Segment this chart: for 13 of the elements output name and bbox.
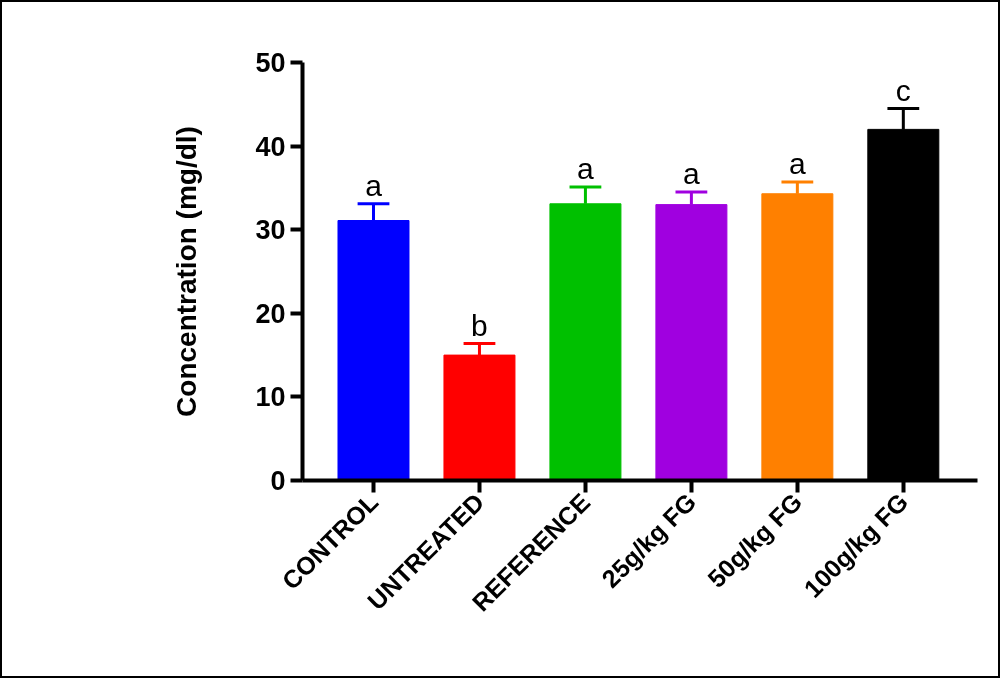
y-axis-title: Concentration (mg/dl) bbox=[171, 126, 203, 417]
annotation: a bbox=[577, 152, 595, 186]
annotation: a bbox=[365, 169, 383, 203]
y-tick-label: 20 bbox=[255, 298, 286, 329]
y-tick-label: 0 bbox=[270, 466, 286, 496]
y-tick-label: 30 bbox=[255, 215, 286, 246]
y-tick-label: 50 bbox=[255, 48, 286, 78]
annotation: b bbox=[471, 308, 488, 342]
annotation: a bbox=[683, 157, 701, 191]
annotation: a bbox=[789, 147, 807, 181]
y-tick-label: 40 bbox=[255, 131, 286, 162]
y-tick-label: 10 bbox=[255, 382, 286, 413]
annotation: c bbox=[895, 73, 911, 107]
